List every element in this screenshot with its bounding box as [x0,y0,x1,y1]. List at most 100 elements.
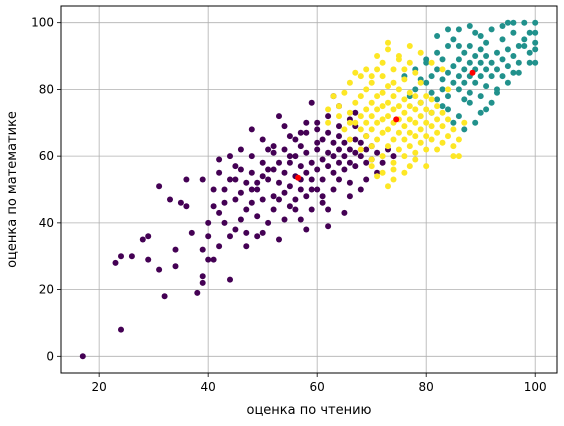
series-1 [401,19,539,133]
data-point [281,123,288,130]
data-point [417,113,424,120]
data-point [341,209,348,216]
data-point [385,46,391,53]
data-point [254,186,261,193]
data-point [145,256,152,263]
data-point [259,159,266,166]
data-point [286,153,293,160]
data-point [395,86,402,93]
data-point [439,139,446,146]
data-point [259,196,266,203]
data-point [199,246,206,253]
data-point [341,153,348,160]
data-point [357,126,364,133]
data-point [303,149,310,156]
data-point [466,99,473,106]
data-point [395,103,402,110]
plot-frame [60,5,558,374]
data-point [504,19,511,26]
data-point [352,119,359,126]
data-point [118,253,124,260]
data-point [270,206,277,213]
data-point [461,126,468,133]
data-point [385,113,391,120]
data-point [314,126,321,133]
data-point [395,56,402,63]
data-points [79,19,539,360]
data-point [346,79,353,86]
data-point [363,133,370,140]
data-point [357,93,364,100]
data-point [499,23,506,29]
data-point [455,43,462,49]
data-point [401,109,408,116]
data-point [210,256,217,263]
data-point [483,83,490,90]
data-point [379,116,386,123]
data-point [439,76,446,83]
data-point [390,153,397,160]
data-point [205,256,212,263]
data-point [357,73,364,80]
data-point [216,169,223,176]
data-point [325,149,332,156]
data-point [336,146,342,153]
data-point [483,66,490,73]
data-point [439,56,446,63]
data-point [499,36,506,43]
data-point [423,163,430,170]
data-point [472,119,479,126]
data-point [515,43,522,49]
data-point [390,106,397,113]
data-point [385,143,391,150]
data-point [521,43,528,49]
data-point [336,113,342,120]
data-point [259,173,266,180]
data-point [368,143,375,150]
x-tick-label: 20 [92,380,107,394]
y-tick-label: 0 [46,349,54,363]
data-point [177,199,184,206]
data-point [445,93,451,100]
data-point [199,273,206,280]
data-point [461,79,468,86]
data-point [401,136,408,143]
data-point [374,106,381,113]
data-point [292,206,299,213]
data-point [341,166,348,173]
data-point [526,59,533,66]
data-point [401,76,408,83]
data-point [314,166,321,173]
data-point [417,126,424,133]
data-point [483,106,490,113]
data-point [227,233,233,240]
data-point [374,149,381,156]
data-point [243,179,250,186]
y-tick-label: 60 [39,149,54,163]
data-point [445,26,451,33]
data-point [368,99,375,106]
data-point [521,19,528,26]
data-point [254,179,261,186]
data-point [357,186,364,193]
data-point [352,69,359,76]
data-point [406,163,413,170]
data-point [363,86,370,93]
data-point [406,143,413,150]
data-point [379,73,386,80]
data-point [248,169,255,176]
data-point [308,176,315,183]
data-point [390,159,397,166]
data-point [319,176,326,183]
data-point [374,119,381,126]
data-point [445,133,451,140]
data-point [466,23,473,29]
data-point [216,209,223,216]
data-point [445,43,451,49]
data-point [526,29,533,36]
data-point [455,26,462,33]
data-point [194,289,201,296]
data-point [521,36,528,43]
data-point [346,146,353,153]
data-point [336,159,342,166]
